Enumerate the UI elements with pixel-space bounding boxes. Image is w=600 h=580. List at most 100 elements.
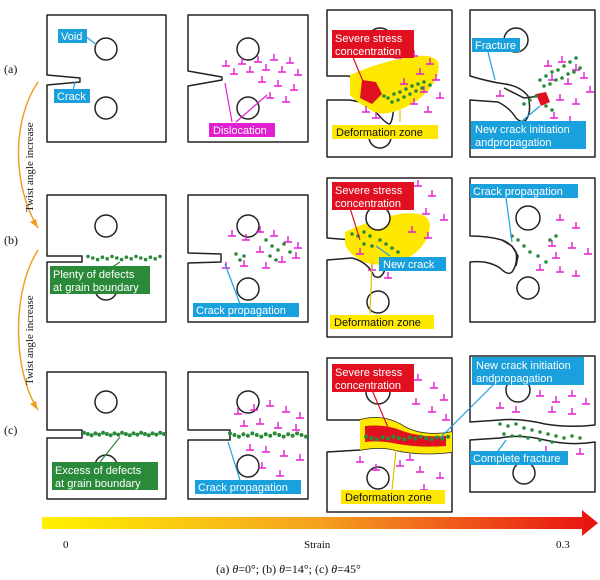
defect-dot (402, 437, 407, 442)
defect-dot (154, 432, 159, 437)
dislocation-symbol (556, 94, 564, 101)
defect-dot (162, 432, 166, 436)
dislocation-symbol (276, 470, 284, 477)
newcrack-label-box (379, 257, 446, 271)
dislocation-symbol (586, 86, 594, 93)
dislocation-symbol (572, 98, 580, 105)
dislocation-symbol (564, 78, 572, 85)
dislocation-symbol (278, 256, 286, 263)
defect-dot (263, 432, 268, 437)
dislocation-symbol (230, 68, 238, 75)
twist-arrow-2 (17, 249, 39, 411)
dislocation-symbol (254, 56, 262, 63)
dislocation-symbol (262, 64, 270, 71)
defect-dot (288, 250, 292, 254)
defect-dot (498, 422, 502, 426)
dislocation-symbol (552, 252, 560, 259)
fracture-leader (497, 439, 507, 452)
dislocation-symbol (582, 398, 590, 405)
defect-dot (578, 66, 582, 70)
defect-dot (124, 255, 129, 259)
defect-dot (241, 432, 246, 437)
defect-dot (536, 254, 540, 258)
defect-dot (268, 433, 273, 438)
severe-label-line1: Severe stress (335, 185, 403, 197)
void-circle (366, 466, 390, 490)
defect-dot (369, 436, 374, 440)
fracture-label: Fracture (475, 40, 516, 52)
fracture-leader (487, 51, 496, 81)
defect-dot (91, 256, 95, 260)
caption-theta-symbol: θ (331, 562, 337, 576)
strain-gradient-arrow (42, 510, 598, 536)
caption-c-value: =45° (337, 562, 361, 576)
deformation-zone (345, 213, 430, 265)
defect-dot (538, 438, 542, 442)
crackprop-leader (227, 441, 241, 481)
dislocation-symbol (238, 58, 246, 65)
deformation-label: Deformation zone (345, 492, 432, 504)
defect-dot (506, 424, 510, 428)
severe-label-box (332, 364, 414, 392)
defect-dot (146, 433, 151, 438)
dislocation-symbol (250, 404, 258, 411)
crack-path (501, 239, 519, 267)
defect-cluster (228, 431, 308, 439)
dislocation-symbol (424, 232, 432, 239)
crackprop-label-box (193, 303, 299, 317)
defect-dot (538, 78, 542, 82)
dislocation-symbol (240, 260, 248, 267)
dislocation-symbol (258, 462, 266, 469)
defect-dot (108, 433, 113, 438)
newcrack-label-line1: New crack initiation (476, 360, 571, 372)
void-circle (366, 290, 390, 314)
stress-concentration (536, 92, 550, 106)
void-circle (94, 390, 118, 414)
dislocation-symbol (400, 78, 408, 85)
defect-cluster (82, 430, 166, 438)
specimen-outline (187, 194, 309, 323)
defect-dot (562, 64, 566, 68)
newcrack-leader (375, 245, 391, 257)
defect-dot (129, 257, 133, 261)
dislocation-symbol (270, 54, 278, 61)
row-label-c: (c) (4, 423, 17, 437)
defect-dot (410, 84, 414, 88)
defect-dot (110, 254, 114, 259)
stress-band (365, 425, 446, 447)
panel-b4: Crack propagation (469, 177, 596, 323)
dislocation-label-box (209, 123, 275, 137)
defect-dot (142, 432, 147, 436)
dislocation-symbol (356, 456, 364, 463)
dislocation-symbol (416, 466, 424, 473)
dislocation-symbol (544, 60, 552, 67)
defect-dot (158, 254, 162, 259)
severe-label-box (332, 182, 414, 210)
defect-dot (404, 87, 408, 91)
deformation-leader (391, 449, 397, 491)
deformation-label: Deformation zone (334, 317, 421, 329)
dislocation-symbol (282, 406, 290, 413)
dislocation-symbol (556, 266, 564, 273)
defect-dot (396, 436, 401, 440)
defect-dot (408, 92, 412, 96)
panel-c1: Excess of defects at grain boundary (46, 371, 167, 500)
dislocation-symbol (274, 80, 282, 87)
dislocation-symbol (428, 190, 436, 197)
defect-dot (116, 432, 121, 437)
defect-dot (370, 244, 374, 248)
dislocation-symbol (556, 214, 564, 221)
defect-dot (250, 431, 255, 436)
dislocation-symbol (430, 382, 438, 389)
crackprop-leader (224, 263, 241, 305)
dislocation-symbol (240, 420, 248, 427)
void-circle (512, 461, 536, 485)
defect-dot (276, 248, 280, 252)
dislocation-symbol (428, 406, 436, 413)
defect-dot (538, 430, 542, 434)
panel-a4: Fracture New crack initiation andpropaga… (469, 9, 596, 158)
dislocation-cluster (234, 400, 304, 477)
defect-dot (374, 437, 379, 442)
dislocation-symbol (558, 56, 566, 63)
defect-dot (290, 433, 295, 438)
